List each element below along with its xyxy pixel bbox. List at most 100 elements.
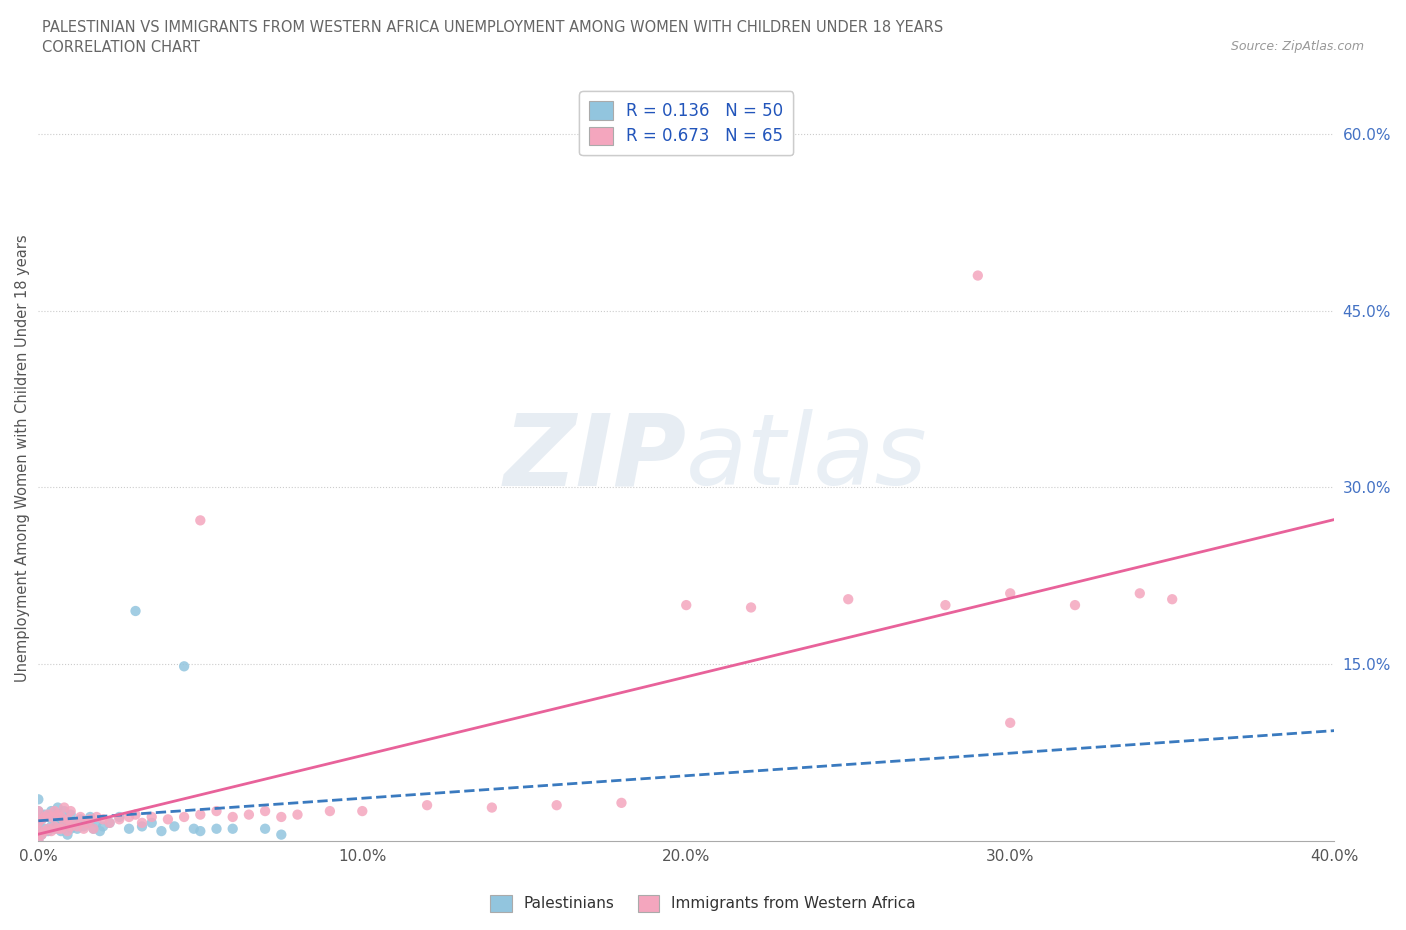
Point (205, 821, 228, 836)
Point (56, 812, 79, 827)
Point (46, 821, 69, 836)
Point (934, 598, 956, 613)
Point (73, 821, 96, 836)
Point (270, 827, 292, 842)
Point (44, 804, 66, 818)
Point (63, 816, 86, 830)
Point (998, 715, 1021, 730)
Point (56, 816, 79, 830)
Point (76, 816, 98, 830)
Point (39, 809, 62, 824)
Point (39, 804, 62, 818)
Point (49, 824, 72, 839)
Point (1129, 586, 1152, 601)
Point (73, 819, 96, 834)
Point (59, 819, 82, 834)
Point (53, 819, 76, 834)
Point (31, 827, 53, 842)
Point (59, 821, 82, 836)
Point (740, 600, 762, 615)
Point (69, 809, 91, 824)
Point (56, 824, 79, 839)
Point (27, 824, 49, 839)
Point (31, 827, 53, 842)
Point (205, 804, 228, 818)
Point (27, 804, 49, 818)
Point (108, 809, 131, 824)
Point (416, 798, 439, 813)
Point (222, 821, 245, 836)
Point (287, 807, 309, 822)
Point (141, 809, 163, 824)
Point (481, 800, 503, 815)
Point (610, 795, 633, 810)
Point (1064, 598, 1087, 613)
Point (27, 824, 49, 839)
Point (131, 819, 153, 834)
Point (66, 821, 89, 836)
Point (86, 809, 108, 824)
Point (188, 824, 211, 839)
Point (89, 824, 111, 839)
Point (131, 816, 153, 830)
Point (37, 809, 59, 824)
Text: ZIP: ZIP (503, 409, 686, 507)
Point (270, 809, 292, 824)
Point (37, 824, 59, 839)
Point (34, 809, 56, 824)
Point (34, 807, 56, 822)
Point (1161, 591, 1184, 606)
Point (34, 821, 56, 836)
Point (254, 821, 277, 836)
Point (59, 807, 82, 822)
Point (44, 819, 66, 834)
Point (82, 821, 104, 836)
Point (27, 804, 49, 818)
Point (222, 809, 245, 824)
Point (39, 819, 62, 834)
Point (46, 807, 69, 822)
Point (188, 513, 211, 528)
Point (118, 821, 141, 836)
Point (59, 804, 82, 818)
Legend: R = 0.136   N = 50, R = 0.673   N = 65: R = 0.136 N = 50, R = 0.673 N = 65 (579, 91, 793, 155)
Point (53, 816, 76, 830)
Text: CORRELATION CHART: CORRELATION CHART (42, 40, 200, 55)
Legend: Palestinians, Immigrants from Western Africa: Palestinians, Immigrants from Western Af… (484, 889, 922, 918)
Point (27, 833, 49, 848)
Point (254, 804, 277, 818)
Point (108, 812, 131, 827)
Point (49, 821, 72, 836)
Point (86, 816, 108, 830)
Point (124, 604, 146, 618)
Text: atlas: atlas (686, 409, 928, 507)
Point (173, 809, 195, 824)
Point (238, 807, 260, 822)
Point (837, 591, 859, 606)
Point (49, 812, 72, 827)
Point (79, 809, 101, 824)
Point (998, 586, 1021, 601)
Point (46, 816, 69, 830)
Point (44, 821, 66, 836)
Point (183, 821, 205, 836)
Point (156, 812, 179, 827)
Point (69, 812, 91, 827)
Y-axis label: Unemployment Among Women with Children Under 18 years: Unemployment Among Women with Children U… (15, 234, 30, 682)
Point (91, 819, 114, 834)
Point (56, 827, 79, 842)
Point (118, 809, 141, 824)
Point (173, 658, 195, 673)
Point (53, 804, 76, 818)
Point (46, 800, 69, 815)
Point (49, 809, 72, 824)
Point (546, 798, 568, 813)
Point (39, 824, 62, 839)
Point (37, 821, 59, 836)
Point (34, 824, 56, 839)
Point (27, 833, 49, 848)
Point (150, 824, 173, 839)
Point (91, 812, 114, 827)
Point (79, 812, 101, 827)
Point (966, 268, 988, 283)
